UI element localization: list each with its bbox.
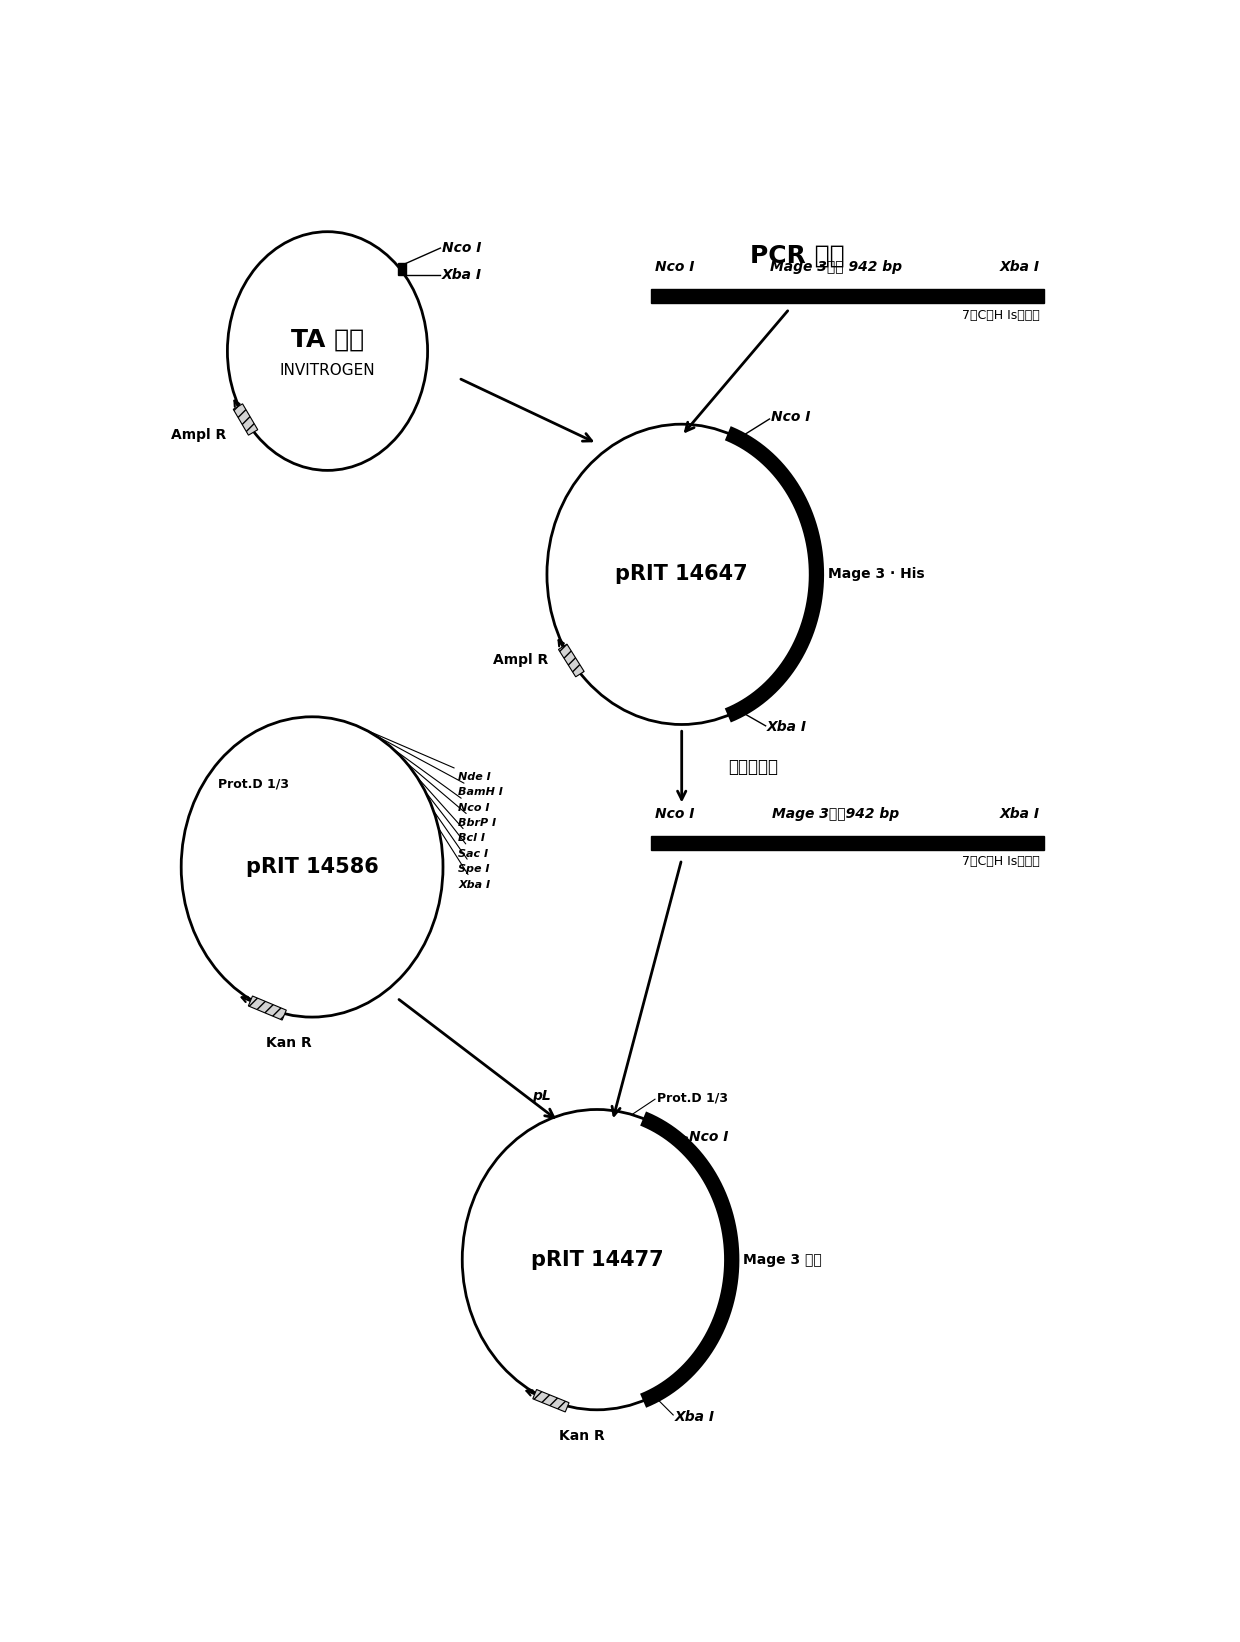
Text: Prot.D 1/3: Prot.D 1/3	[218, 778, 289, 791]
Text: 7个C端H Is密码子: 7个C端H Is密码子	[962, 855, 1040, 869]
Text: Prot.D 1/3: Prot.D 1/3	[656, 1092, 728, 1103]
Text: 限制性片段: 限制性片段	[728, 759, 777, 775]
Polygon shape	[533, 1389, 569, 1412]
Text: BamH I: BamH I	[376, 736, 503, 798]
Text: Mage 3基因942 bp: Mage 3基因942 bp	[773, 806, 899, 821]
Text: pL: pL	[532, 1089, 551, 1103]
Bar	[398, 263, 405, 274]
Polygon shape	[248, 997, 286, 1020]
Text: Xba I: Xba I	[441, 268, 482, 282]
Text: Nco I: Nco I	[655, 806, 694, 821]
Text: Sac I: Sac I	[427, 795, 489, 859]
Text: Ampl R: Ampl R	[494, 654, 548, 667]
Text: Xba I: Xba I	[999, 259, 1040, 274]
Text: pRIT 14586: pRIT 14586	[246, 857, 378, 877]
Text: Xba I: Xba I	[999, 806, 1040, 821]
Text: Mage 3 基因: Mage 3 基因	[743, 1253, 822, 1266]
Text: Xba I: Xba I	[440, 831, 491, 890]
Text: Nco I: Nco I	[689, 1130, 728, 1144]
Text: 7个C端H Is密码子: 7个C端H Is密码子	[962, 309, 1040, 322]
Text: INVITROGEN: INVITROGEN	[280, 363, 376, 378]
Text: Xba I: Xba I	[675, 1410, 714, 1424]
Polygon shape	[558, 644, 584, 677]
Text: BbrP I: BbrP I	[408, 765, 496, 828]
Text: Kan R: Kan R	[267, 1036, 312, 1051]
Text: Spe I: Spe I	[435, 813, 490, 874]
Text: Nco I: Nco I	[441, 241, 481, 255]
Text: PCR 片段: PCR 片段	[750, 243, 844, 268]
Text: Kan R: Kan R	[559, 1429, 604, 1443]
Text: Nco I: Nco I	[771, 410, 811, 424]
Text: Mage 3 · His: Mage 3 · His	[828, 568, 925, 581]
Text: Nco I: Nco I	[655, 259, 694, 274]
Text: TA 载体: TA 载体	[291, 327, 365, 351]
Text: Ampl R: Ampl R	[171, 429, 226, 442]
Text: Nco I: Nco I	[396, 750, 490, 813]
Bar	[651, 836, 1044, 851]
Polygon shape	[233, 404, 258, 435]
Text: Nde I: Nde I	[355, 726, 491, 782]
Text: Bcl I: Bcl I	[418, 778, 485, 844]
Text: Mage 3基因 942 bp: Mage 3基因 942 bp	[770, 259, 901, 274]
Text: pRIT 14647: pRIT 14647	[615, 565, 748, 585]
Text: Xba I: Xba I	[768, 721, 807, 734]
Bar	[651, 289, 1044, 304]
Text: pRIT 14477: pRIT 14477	[531, 1250, 663, 1269]
